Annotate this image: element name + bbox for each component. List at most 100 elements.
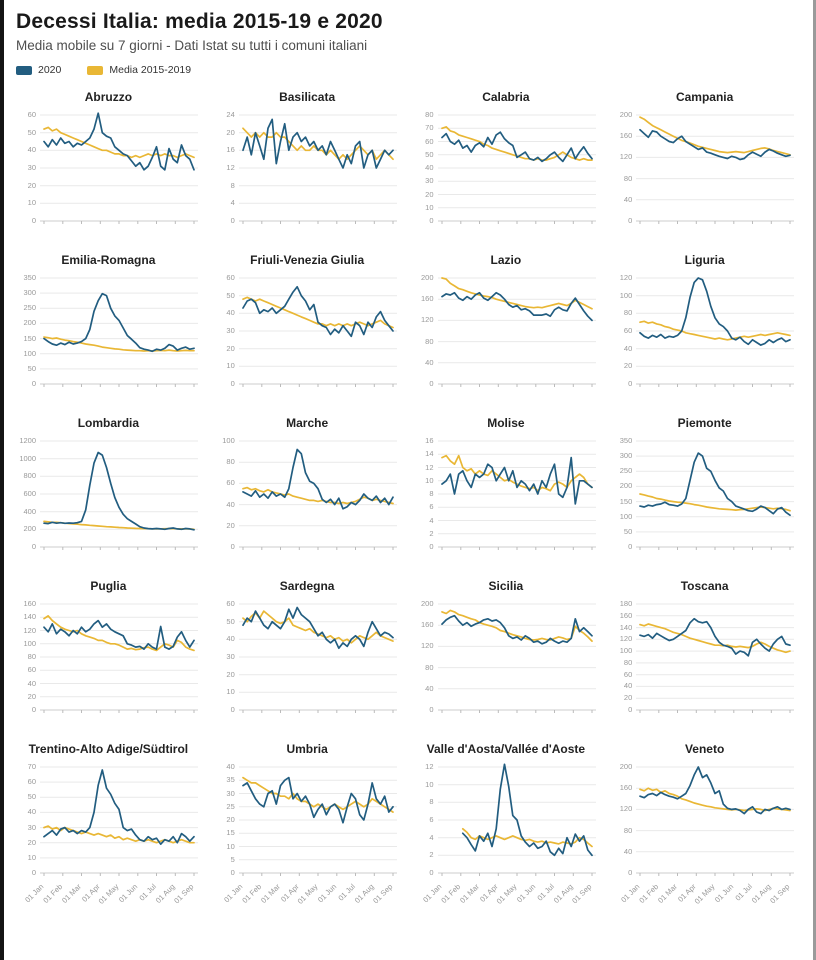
y-axis-tick-label: 0 [429,868,434,877]
y-axis-tick-label: 4 [429,832,434,842]
chart-title: Emilia-Romagna [61,253,156,267]
line-2020 [43,112,195,171]
x-axis-tick-label: 01 Jun [514,882,536,904]
y-axis-labels: 0 2 4 6 8 10 12 [412,759,438,919]
y-axis-tick-label: 60 [226,273,235,282]
y-axis-tick-label: 12 [425,462,434,472]
y-axis-tick-label: 12 [226,163,235,172]
chart-friuli-venezia-giulia: Friuli-Venezia Giulia 0 10 20 30 40 50 60 [213,253,402,390]
y-axis-tick-label: 0 [429,379,434,388]
chart-sicilia: Sicilia 0 40 80 120 160 200 [412,579,601,716]
y-axis-tick-label: 1000 [19,453,36,463]
line-2020 [639,128,792,161]
y-axis-tick-label: 30 [226,652,235,661]
y-axis-tick-label: 100 [23,638,36,648]
y-axis-tick-label: 40 [226,499,235,509]
y-axis-tick-label: 160 [619,610,633,620]
y-axis-tick-label: 40 [226,308,235,318]
y-axis-tick-label: 200 [420,273,434,282]
y-axis-labels: 0 40 80 120 160 200 [412,270,438,390]
x-axis-tick-label: 01 Jun [713,882,735,904]
y-axis-tick-label: 60 [425,136,434,146]
y-axis-tick-label: 20 [623,693,633,703]
y-axis-tick-label: 20 [623,361,633,371]
x-axis-tick-label: 01 Feb [638,882,661,905]
y-axis-tick-label: 40 [27,807,36,817]
y-axis-labels: 0 40 80 120 160 200 [610,107,636,227]
y-axis-tick-label: 0 [31,705,36,714]
y-axis-tick-label: 6 [429,502,434,512]
y-axis-tick-label: 60 [27,777,36,787]
chart-title: Toscana [680,579,729,593]
y-axis-tick-label: 60 [226,599,235,608]
y-axis-tick-label: 10 [425,779,434,789]
y-axis-tick-label: 300 [23,288,36,298]
y-axis-tick-label: 14 [425,449,434,459]
x-axis-tick-label: 01 May [693,882,717,906]
plot-area [437,277,596,387]
y-axis-tick-label: 250 [619,466,633,476]
y-axis-tick-label: 0 [628,542,633,551]
x-axis-tick-label: 01 Sep [172,882,195,905]
y-axis-labels: 0 2 4 6 8 10 12 14 16 [412,433,438,553]
y-axis-tick-label: 30 [226,326,235,335]
y-axis-tick-label: 0 [31,379,36,388]
x-axis-tick-label: 01 Jun [316,882,338,904]
legend-swatch-2020-icon [16,65,32,75]
y-axis-tick-label: 16 [425,436,434,445]
y-axis-tick-label: 0 [31,216,36,225]
y-axis-tick-label: 0 [230,705,235,714]
y-axis-tick-label: 120 [619,634,633,644]
y-axis-labels: 0 200 400 600 800 1000 1200 [14,433,40,553]
y-axis-tick-label: 120 [619,152,633,162]
line-2020 [639,766,792,815]
x-axis-tick-label: 01 Sep [371,882,394,905]
y-axis-tick-label: 160 [619,131,633,141]
chart-marche: Marche 0 20 40 60 80 100 [213,416,402,553]
y-axis-tick-label: 20 [226,343,235,353]
y-axis-tick-label: 200 [619,762,633,771]
y-axis-tick-label: 80 [623,308,633,318]
x-axis-tick-label: 01 Sep [768,882,791,905]
line-2020 [440,291,593,322]
line-media-2015-2019 [241,296,394,329]
chart-title: Calabria [482,90,530,104]
chart-valle-d-aosta-vall-e-d-aoste: Valle d'Aosta/Vallée d'Aoste 0 2 4 6 8 10 12 01 … [412,742,601,919]
y-axis-tick-label: 24 [226,110,235,119]
y-axis-tick-label: 160 [420,294,434,304]
line-2020 [43,769,195,846]
plot-area [40,603,198,713]
chart-title: Basilicata [279,90,336,104]
chart-title: Sicilia [488,579,524,593]
y-axis-tick-label: 5 [230,854,235,864]
x-axis-tick-label: 01 Aug [353,882,376,905]
y-axis-tick-label: 40 [226,634,235,644]
chart-title: Puglia [90,579,127,593]
y-axis-tick-label: 60 [623,669,633,679]
y-axis-tick-label: 80 [425,662,434,672]
y-axis-tick-label: 6 [429,815,434,824]
y-axis-tick-label: 0 [628,868,633,877]
y-axis-tick-label: 0 [429,705,434,714]
y-axis-tick-label: 80 [27,652,36,661]
chart-title: Trentino-Alto Adige/Südtirol [28,742,189,756]
y-axis-tick-label: 150 [619,496,633,506]
chart-title: Umbria [286,742,328,756]
y-axis-tick-label: 8 [429,489,434,498]
y-axis-tick-label: 0 [628,379,633,388]
y-axis-tick-label: 10 [425,202,434,212]
line-media-2015-2019 [241,610,394,644]
chart-basilicata: Basilicata 0 4 8 12 16 20 24 [213,90,402,227]
x-axis-tick-label: 01 Feb [41,882,64,905]
y-axis-tick-label: 30 [226,788,235,798]
line-2020 [241,776,394,824]
y-axis-tick-label: 100 [619,511,633,521]
line-2020 [241,448,394,510]
y-axis-tick-label: 0 [31,868,36,877]
y-axis-labels: 0 20 40 60 80 100 [213,433,239,553]
y-axis-tick-label: 200 [420,599,434,608]
y-axis-tick-label: 120 [619,273,633,282]
x-axis-tick-label: 01 Mar [656,882,679,905]
y-axis-tick-label: 80 [623,825,633,835]
